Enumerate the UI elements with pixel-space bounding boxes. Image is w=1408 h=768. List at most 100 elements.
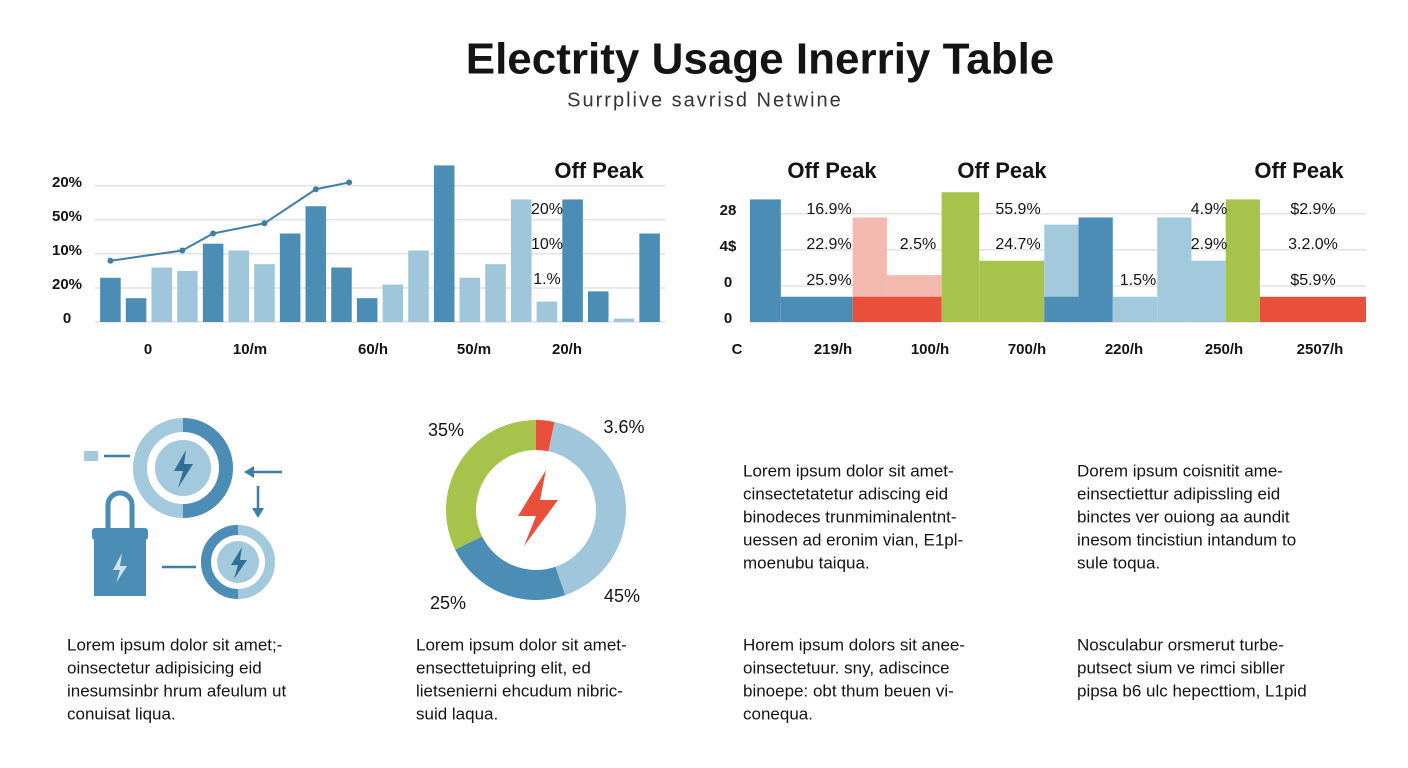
trend-line [110, 181, 350, 262]
bar [510, 199, 532, 322]
bar [125, 298, 147, 322]
chart-header: Off Peak [957, 158, 1047, 183]
paragraph-line: lietsenierni ehcudum nibric- [416, 681, 623, 700]
block [979, 260, 1045, 322]
annotation: 1.% [533, 271, 561, 288]
paragraph-line: Horem ipsum dolors sit anee- [743, 635, 965, 654]
bar [639, 233, 660, 322]
trend-point [107, 257, 114, 264]
donut-segment [455, 536, 566, 600]
y-tick-label: 0 [724, 274, 732, 291]
paragraph-line: putsect sium ve rimci sibller [1077, 658, 1285, 677]
paragraph-line: binoepe: obt thum beuen vi- [743, 681, 954, 700]
annotation: 55.9% [995, 201, 1040, 218]
y-tick-label: 0 [724, 310, 732, 327]
icon-ring-part [182, 418, 233, 518]
donut-label: 3.6% [603, 417, 644, 437]
annotation: $2.9% [1290, 201, 1335, 218]
chart-header: Off Peak [1254, 158, 1344, 183]
x-tick-label: 2507/h [1297, 341, 1344, 358]
energy-icons [84, 418, 282, 599]
block [1044, 296, 1079, 322]
x-tick-label: 10/m [233, 341, 267, 358]
paragraph-line: binodeces trunmiminalentnt- [743, 507, 957, 526]
bar [433, 165, 455, 322]
paragraph-line: moenubu taiqua. [743, 553, 870, 572]
annotation: $5.9% [1290, 272, 1335, 289]
donut-segment [536, 420, 555, 452]
bar [305, 206, 327, 322]
paragraph-line: conequa. [743, 704, 813, 723]
x-tick-label: 250/h [1205, 341, 1243, 358]
paragraph-line: Lorem ipsum dolor sit amet;- [67, 635, 282, 654]
trend-point [346, 179, 353, 186]
y-tick-label: 28 [720, 202, 737, 219]
annotation: 25.9% [806, 272, 851, 289]
annotation: 1.5% [1120, 272, 1156, 289]
x-tick-label: C [732, 341, 743, 358]
x-tick-label: 50/m [457, 341, 491, 358]
annotation: 2.5% [900, 236, 936, 253]
paragraph-line: conuisat liqua. [67, 704, 176, 723]
block [750, 199, 781, 322]
paragraph-line: einsectiettur adipissling eid [1077, 484, 1280, 503]
bar [613, 318, 635, 322]
block [1191, 260, 1226, 322]
x-tick-label: 60/h [358, 341, 388, 358]
bar [356, 298, 378, 322]
icon-dot [84, 451, 98, 461]
bar [382, 284, 404, 322]
x-tick-label: 0 [144, 341, 152, 358]
paragraph-line: oinsectetur adipisicing eid [67, 658, 262, 677]
bar [177, 270, 198, 322]
y-tick-label: 4$ [720, 238, 737, 255]
bar [562, 199, 583, 322]
bar [536, 301, 558, 322]
icon-bolt [113, 553, 127, 583]
block [1157, 217, 1192, 322]
annotation: 20% [531, 201, 563, 218]
trend-point [312, 186, 319, 193]
bar [485, 264, 506, 322]
donut-segment [548, 421, 627, 596]
paragraph-line: uessen ad eronim vian, E1pl- [743, 530, 963, 549]
annotation: 3.2.0% [1288, 236, 1338, 253]
bar [151, 267, 173, 322]
block [1078, 217, 1113, 322]
paragraph-line: Dorem ipsum coisnitit ame- [1077, 461, 1283, 480]
block [941, 192, 980, 322]
icon-bolt [174, 450, 193, 488]
bar [202, 243, 224, 322]
x-tick-label: 220/h [1105, 341, 1143, 358]
icon-arrow-head [244, 466, 254, 478]
paragraph-line: inesom tincistiun intandum to [1077, 530, 1296, 549]
block [1112, 296, 1158, 322]
icon-ring-part [201, 525, 239, 599]
trend-point [179, 247, 186, 254]
icon-lock-top [92, 528, 148, 540]
paragraph-line: Lorem ipsum dolor sit amet- [416, 635, 627, 654]
x-tick-label: 700/h [1008, 341, 1046, 358]
bar [254, 264, 275, 322]
block [852, 296, 942, 322]
bar [459, 277, 481, 322]
paragraph-line: sule toqua. [1077, 553, 1160, 572]
donut-label: 25% [430, 593, 466, 613]
bar [228, 250, 250, 322]
bar [331, 267, 352, 322]
paragraph-line: cinsectetatetur adiscing eid [743, 484, 948, 503]
block [1225, 199, 1260, 322]
block [1259, 296, 1366, 322]
annotation: 2.9% [1191, 236, 1227, 253]
bar [279, 233, 301, 322]
donut-label: 45% [604, 586, 640, 606]
paragraph-line: Nosculabur orsmerut turbe- [1077, 635, 1284, 654]
y-tick-label: 20% [52, 276, 82, 293]
bar [100, 277, 121, 322]
x-tick-label: 20/h [552, 341, 582, 358]
annotation: 16.9% [806, 201, 851, 218]
y-tick-label: 0 [63, 310, 71, 327]
paragraph-line: suid laqua. [416, 704, 498, 723]
paragraph-line: ensecttetuipring elit, ed [416, 658, 591, 677]
